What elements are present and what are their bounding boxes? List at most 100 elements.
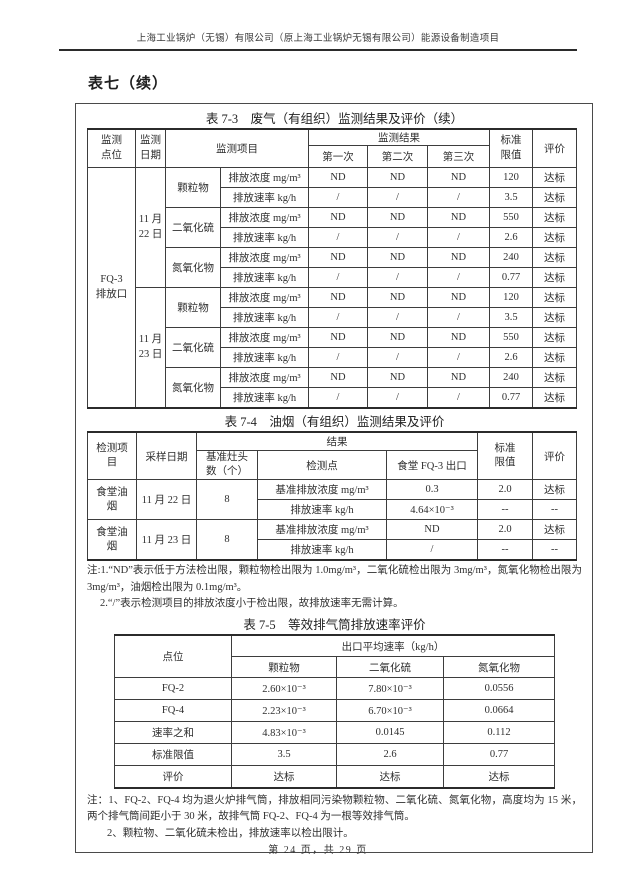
t73-value: / (426, 347, 491, 368)
t75-value: 达标 (336, 765, 444, 789)
t74-metric-label: 排放速率 kg/h (257, 499, 387, 521)
t74-col-limit: 标准 限值 (477, 431, 534, 481)
note-line: 注：1、FQ-2、FQ-4 均为退火炉排气筒，排放相同污染物颗粒物、二氧化硫、氮… (87, 795, 582, 823)
t73-value: ND (367, 207, 428, 228)
t74-col-item: 检测项 目 (87, 431, 137, 481)
t73-limit: 240 (489, 367, 534, 388)
t74-limit: -- (477, 539, 534, 561)
t73-value: / (308, 307, 368, 328)
t73-value: ND (367, 167, 428, 188)
t73-value: / (426, 387, 491, 409)
t73-value: / (308, 227, 368, 248)
t73-col-second: 第二次 (367, 145, 428, 168)
t74-date-cell: 11 月 22 日 (136, 479, 197, 521)
t75-header-row-1: 点位 出口平均速率（kg/h） (114, 634, 555, 679)
t73-value: ND (426, 207, 491, 228)
t73-eval: 达标 (532, 207, 578, 228)
t74-value: / (385, 539, 479, 561)
t73-metric-label: 排放浓度 mg/m³ (220, 287, 309, 308)
t73-value: ND (367, 327, 428, 348)
t73-value: / (426, 227, 491, 248)
t74-col-outlet: 食堂 FQ-3 出口 (385, 449, 479, 481)
t74-eval: 达标 (532, 519, 578, 541)
t73-eval: 达标 (532, 367, 578, 388)
t73-metric-label: 排放浓度 mg/m³ (220, 247, 309, 268)
t73-value: ND (308, 207, 368, 228)
t75-value: 0.112 (443, 721, 555, 745)
t73-limit: 2.6 (489, 227, 534, 248)
t73-value: ND (308, 287, 368, 308)
table-7-4-notes: 注:1.“ND”表示低于方法检出限，颗粒物检出限为 1.0mg/m³，二氧化硫检… (87, 563, 582, 612)
t73-limit: 3.5 (489, 307, 534, 328)
note-line: 注:1.“ND”表示低于方法检出限，颗粒物检出限为 1.0mg/m³，二氧化硫检… (87, 565, 582, 593)
t75-col-pm: 颗粒物 (231, 656, 337, 679)
t75-value: 3.5 (231, 743, 337, 767)
table-row: 食堂油 烟 11 月 23 日 8 基准排放浓度 mg/m³ ND 2.0 达标 (87, 519, 578, 561)
content-box: 表 7-3 废气（有组织）监测结果及评价（续） 监测 点位 监测 日期 监测项目… (75, 103, 593, 853)
t74-eval: -- (532, 499, 578, 521)
t74-metric-label: 排放速率 kg/h (257, 539, 387, 561)
t73-value: ND (367, 367, 428, 388)
t75-value: 达标 (443, 765, 555, 789)
table-row: 食堂油 烟 11 月 22 日 8 基准排放浓度 mg/m³ 0.3 2.0 达… (87, 479, 578, 521)
t75-point: 评价 (114, 765, 232, 789)
t73-metric-label: 排放速率 kg/h (220, 267, 309, 288)
t73-col-limit: 标准 限值 (489, 128, 534, 168)
t73-value: ND (308, 327, 368, 348)
note-line: 2、颗粒物、二氧化硫未检出，排放速率以检出限计。 (107, 827, 354, 839)
t73-metric-label: 排放浓度 mg/m³ (220, 207, 309, 228)
t73-value: / (426, 307, 491, 328)
t75-value: 0.77 (443, 743, 555, 767)
t74-value: 0.3 (385, 479, 479, 501)
t75-value: 4.83×10⁻³ (231, 721, 337, 745)
table-row: FQ-2 2.60×10⁻³ 7.80×10⁻³ 0.0556 (114, 677, 555, 701)
t75-point: FQ-2 (114, 677, 232, 701)
t75-col-point: 点位 (114, 634, 232, 679)
table-row: 速率之和 4.83×10⁻³ 0.0145 0.112 (114, 721, 555, 745)
t73-limit: 3.5 (489, 187, 534, 208)
t75-header-row-2: 颗粒物 二氧化硫 氮氧化物 (115, 656, 555, 679)
t74-col-burners: 基准灶头 数（个） (196, 449, 258, 481)
t75-point: 标准限值 (114, 743, 232, 767)
t75-point: 速率之和 (114, 721, 232, 745)
t74-eval: 达标 (532, 479, 578, 501)
t73-eval: 达标 (532, 307, 578, 328)
t73-eval: 达标 (532, 167, 578, 188)
table-row: FQ-3 排放口 11 月 22 日 颗粒物 排放浓度 mg/m³ ND ND … (87, 167, 578, 409)
t73-value: ND (426, 247, 491, 268)
table-7-4: 检测项 目 采样日期 结果 标准 限值 评价 基准灶头 数（个） 检测点 食堂 … (87, 431, 578, 562)
t74-limit: -- (477, 499, 534, 521)
t73-metric-label: 排放浓度 mg/m³ (220, 327, 309, 348)
t73-metric-label: 排放速率 kg/h (220, 227, 309, 248)
t73-pollutant-cell: 氮氧化物 (165, 367, 221, 409)
t75-value: 2.6 (336, 743, 444, 767)
t73-value: ND (426, 287, 491, 308)
t73-value: ND (426, 167, 491, 188)
t73-value: / (308, 347, 368, 368)
t73-metric-label: 排放浓度 mg/m³ (220, 367, 309, 388)
t73-pollutant-cell: 颗粒物 (165, 287, 221, 328)
t75-value: 6.70×10⁻³ (336, 699, 444, 723)
t73-limit: 2.6 (489, 347, 534, 368)
t73-metric-label: 排放速率 kg/h (220, 347, 309, 368)
t75-value: 7.80×10⁻³ (336, 677, 444, 701)
t73-eval: 达标 (532, 287, 578, 308)
t73-value: / (426, 187, 491, 208)
page-footer: 第 24 页，共 29 页 (268, 845, 368, 856)
t74-metric-label: 基准排放浓度 mg/m³ (257, 519, 387, 541)
table-row: 排放速率 kg/h / / / 0.77 达标 (88, 267, 578, 288)
t73-col-third: 第三次 (426, 145, 491, 168)
t73-limit: 550 (489, 207, 534, 228)
table-7-3: 监测 点位 监测 日期 监测项目 监测结果 标准 限值 评价 第一次 第二次 第… (87, 128, 578, 409)
table-row: 排放速率 kg/h / / / 2.6 达标 (88, 347, 578, 368)
t74-item-cell: 食堂油 烟 (87, 479, 137, 521)
t73-value: / (308, 187, 368, 208)
t73-metric-label: 排放速率 kg/h (220, 307, 309, 328)
note-line: 2.“/”表示检测项目的排放浓度小于检出限，故排放速率无需计算。 (100, 597, 404, 609)
t75-point: FQ-4 (114, 699, 232, 723)
table-row: 评价 达标 达标 达标 (114, 765, 555, 789)
t74-item-cell: 食堂油 烟 (87, 519, 137, 561)
t73-eval: 达标 (532, 387, 578, 409)
t73-col-item: 监测项目 (165, 128, 309, 168)
t73-value: / (426, 267, 491, 288)
